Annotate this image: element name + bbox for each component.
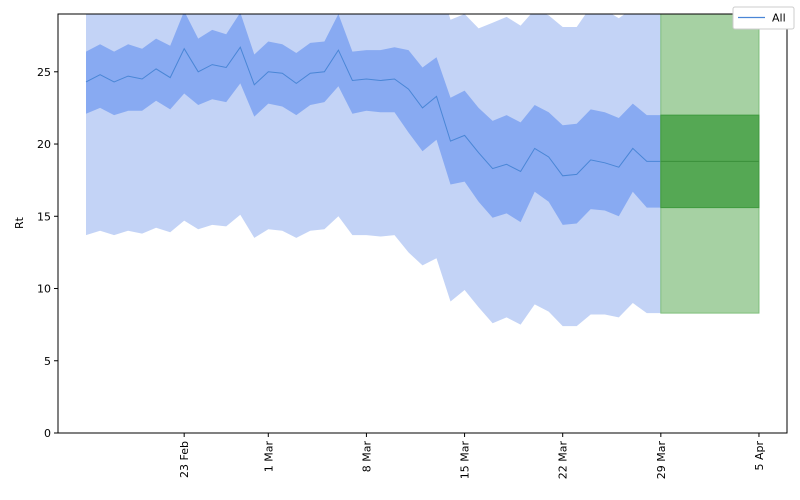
y-tick-label: 20 [37,138,51,151]
x-tick-label: 29 Mar [655,441,668,480]
plot-frame [57,13,788,434]
x-tick-label: 1 Mar [262,441,275,473]
x-tick-label: 23 Feb [178,441,191,478]
series-ci50-band [86,14,661,225]
x-tick-label: 5 Apr [753,441,766,471]
y-tick-label: 15 [37,210,51,223]
x-tick-label: 15 Mar [459,441,472,480]
x-tick-label: 22 Mar [557,441,570,480]
series-median-line [85,46,661,177]
plot-area [85,14,760,327]
legend: All [732,6,795,30]
x-tick-label: 8 Mar [360,441,373,473]
y-tick-label: 0 [44,427,51,440]
y-axis-label: Rt [13,216,26,229]
y-tick-label: 5 [44,355,51,368]
x-axis: 23 Feb 1 Mar 8 Mar 15 Mar 22 Mar 29 Mar 5 Apr [178,433,766,479]
y-axis: 0 5 10 15 20 25 [37,66,58,440]
legend-entry-all: All [772,12,786,25]
y-tick-label: 10 [37,283,51,296]
y-tick-label: 25 [37,66,51,79]
